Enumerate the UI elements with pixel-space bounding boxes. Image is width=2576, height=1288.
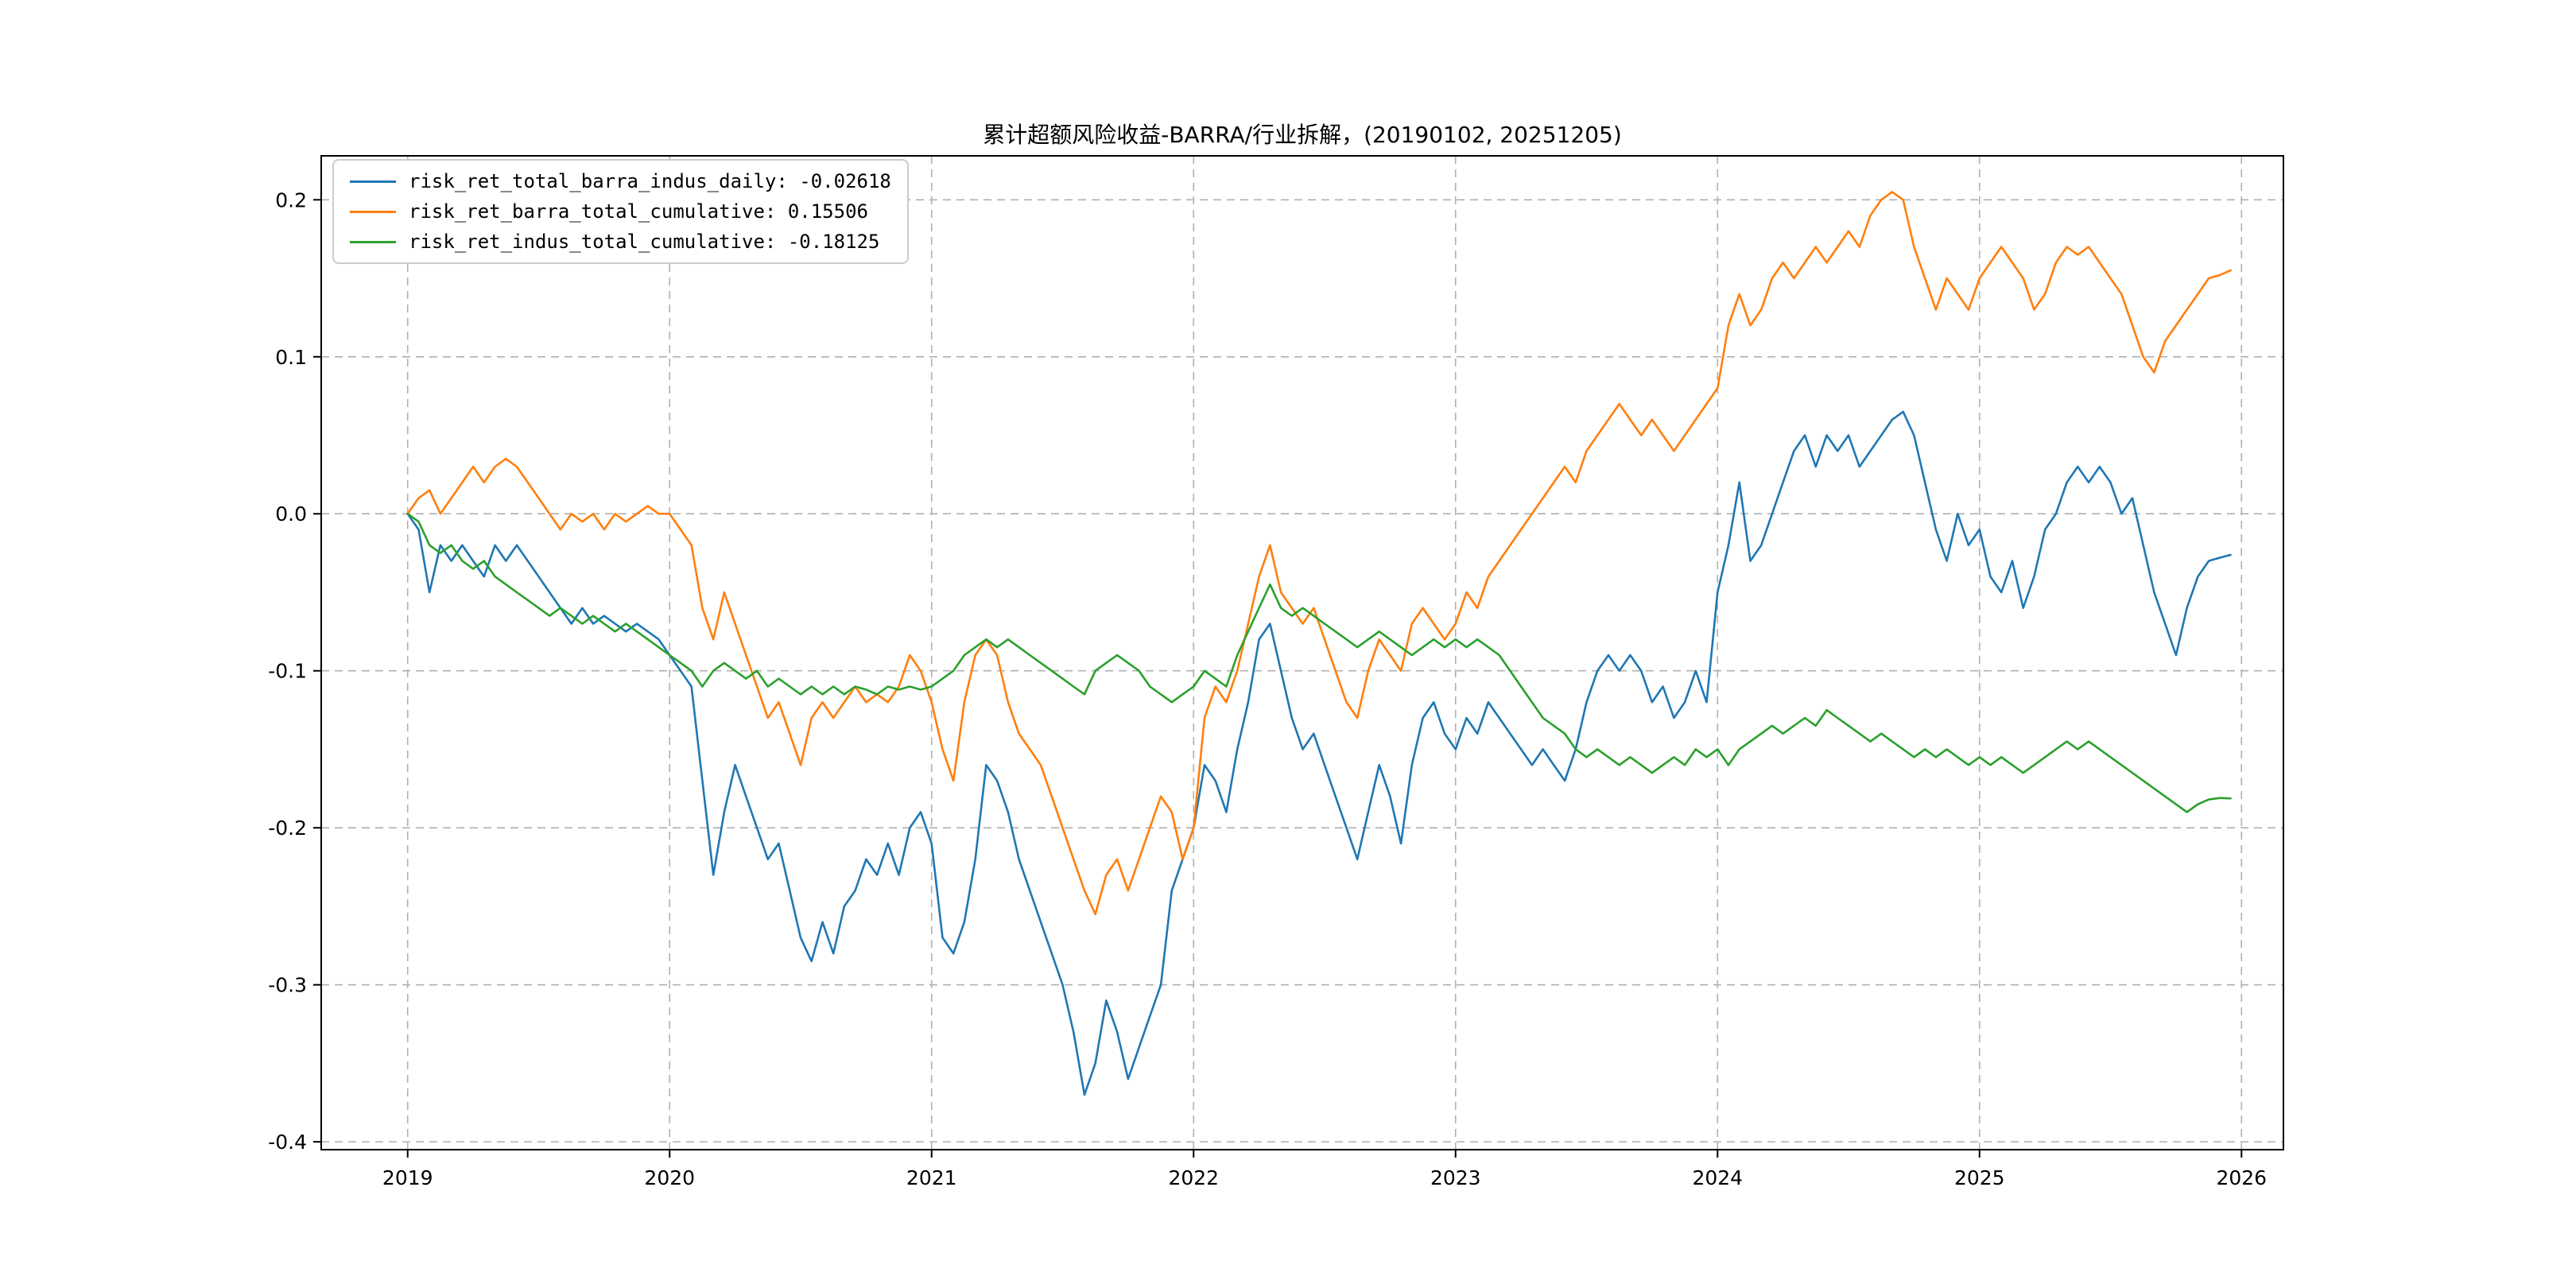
legend-label: risk_ret_barra_total_cumulative: 0.15506 [409, 200, 868, 223]
legend-label: risk_ret_indus_total_cumulative: -0.1812… [409, 231, 880, 253]
legend-line-swatch [350, 180, 396, 183]
y-axis-tick-label: 0.2 [275, 188, 307, 211]
y-axis-tick-label: -0.2 [268, 817, 307, 840]
x-axis-tick-label: 2023 [1430, 1166, 1481, 1189]
x-axis-tick-label: 2024 [1692, 1166, 1743, 1189]
series-line-risk_ret_total_barra_indus_daily [406, 410, 2232, 1096]
y-axis-tick-label: -0.4 [268, 1131, 307, 1154]
legend-item: risk_ret_indus_total_cumulative: -0.1812… [350, 231, 891, 253]
y-axis-tick-label: 0.1 [275, 346, 307, 369]
plot-frame [320, 155, 2284, 1150]
x-axis-tick-label: 2019 [382, 1166, 433, 1189]
legend-label: risk_ret_total_barra_indus_daily: -0.026… [409, 170, 891, 192]
series-line-risk_ret_barra_total_cumulative [406, 191, 2232, 916]
x-axis-tick-label: 2021 [906, 1166, 957, 1189]
x-axis-tick-label: 2026 [2216, 1166, 2267, 1189]
legend-line-swatch [350, 210, 396, 213]
x-axis-tick-label: 2020 [644, 1166, 695, 1189]
y-axis-tick-label: -0.1 [268, 660, 307, 683]
legend-line-swatch [350, 240, 396, 243]
x-axis-tick-label: 2022 [1168, 1166, 1219, 1189]
legend: risk_ret_total_barra_indus_daily: -0.026… [332, 159, 909, 264]
legend-item: risk_ret_total_barra_indus_daily: -0.026… [350, 170, 891, 192]
y-axis-tick-label: -0.3 [268, 974, 307, 997]
legend-item: risk_ret_barra_total_cumulative: 0.15506 [350, 200, 891, 223]
chart-title: 累计超额风险收益-BARRA/行业拆解，(20190102, 20251205) [983, 122, 1622, 148]
series-line-risk_ret_indus_total_cumulative [406, 512, 2232, 813]
y-axis-tick-label: 0.0 [275, 502, 307, 526]
x-axis-tick-label: 2025 [1954, 1166, 2005, 1189]
